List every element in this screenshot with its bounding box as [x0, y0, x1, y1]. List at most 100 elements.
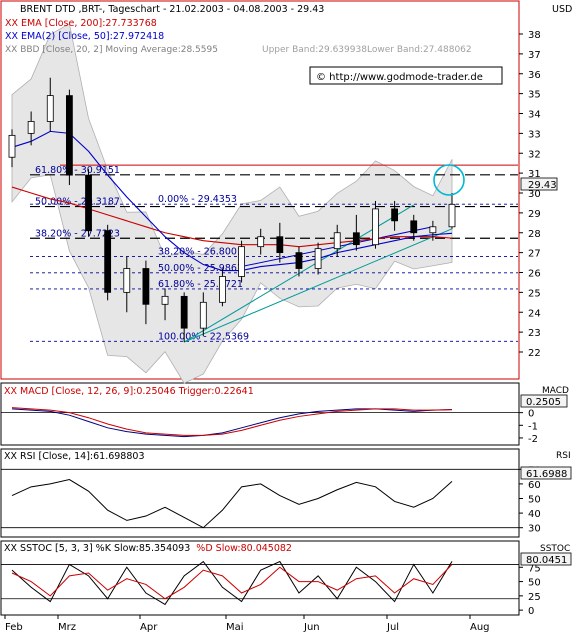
sstoc-tick-label: 25	[528, 592, 541, 603]
month-label: Aug	[470, 622, 490, 633]
fib-level-label: 38.20% - 27.7223	[35, 228, 120, 239]
candle-body	[448, 203, 456, 228]
price-tick-label: 22	[528, 348, 541, 359]
price-tick-label: 28	[528, 229, 541, 240]
price-tick-label: 32	[528, 149, 541, 160]
fib-level-label: 100.00% - 22.5369	[158, 331, 249, 342]
macd-tick-label: -1	[528, 421, 538, 432]
candle	[46, 77, 54, 132]
price-tick-label: 25	[528, 288, 541, 299]
candle-body	[295, 252, 303, 269]
price-tick-label: 38	[528, 30, 541, 41]
candle	[276, 222, 284, 263]
month-label: Jun	[303, 622, 320, 633]
macd-value-tag	[520, 394, 568, 408]
candle-body	[161, 295, 169, 305]
candle-body	[123, 268, 131, 293]
month-label: Apr	[140, 622, 158, 633]
month-label: Jul	[386, 622, 399, 633]
price-tick-label: 29	[528, 209, 541, 220]
candle	[333, 224, 341, 257]
macd-axis-title: MACD	[542, 386, 569, 396]
fib-level-label: 61.80% - 25.1721	[158, 279, 243, 290]
candle	[410, 214, 418, 241]
candle-body	[219, 276, 226, 303]
candle-body	[372, 208, 379, 246]
price-tick-label: 33	[528, 129, 541, 140]
sstoc-tick-label: 75	[528, 563, 541, 574]
candle-body	[65, 95, 73, 176]
candle	[238, 240, 245, 283]
rsi-series-line	[11, 478, 453, 529]
last-price-tag	[520, 177, 558, 191]
candle-body	[27, 121, 35, 134]
candle-body	[238, 246, 245, 277]
bollinger-band-layer	[11, 23, 453, 384]
candle-body	[352, 232, 360, 246]
sstoc-panel-frame	[0, 540, 520, 616]
candle	[8, 129, 16, 168]
rsi-tick-label: 40	[528, 509, 541, 520]
legend-lower-band: Lower Band:27.488062	[367, 45, 472, 55]
macd-title: XX MACD [Close, 12, 26, 9]:0.25046 Trigg…	[4, 386, 254, 397]
candle-body	[46, 95, 54, 122]
price-tick-label: 31	[528, 169, 541, 180]
candle	[448, 193, 456, 229]
macd-tick-label: -2	[528, 434, 538, 445]
candle-body	[391, 208, 399, 222]
macd-tick-label: 0	[528, 409, 534, 420]
watermark-box	[309, 66, 503, 85]
candle	[85, 169, 92, 237]
bollinger-band	[11, 23, 453, 384]
price-tick-label: 36	[528, 70, 541, 81]
highlight-circle	[433, 164, 465, 196]
candle	[429, 220, 437, 241]
fib-level-label: 50.00% - 25.9861	[158, 263, 243, 274]
fib-level-label: 61.80% - 30.9151	[35, 165, 120, 176]
macd-panel-frame	[0, 382, 520, 446]
candlestick-layer	[8, 77, 456, 343]
month-label: Mai	[226, 622, 244, 633]
rsi-tick-label: 60	[528, 480, 541, 491]
rsi-title: XX RSI [Close, 14]:61.698803	[4, 451, 144, 462]
sstoc-series-line	[11, 564, 453, 600]
candle-body	[429, 226, 437, 234]
candle-body	[276, 236, 284, 254]
candle	[65, 89, 73, 186]
fib-level-label: 38.20% - 26.8001	[158, 247, 243, 258]
indicator-layer: 0-1-270605040307550250	[1, 407, 541, 617]
price-tick-label: 24	[528, 308, 541, 319]
price-tick-label: 34	[528, 110, 541, 121]
legend-ema50: XX EMA(2) [Close, 50]:27.972418	[5, 31, 164, 42]
rsi-tick-label: 30	[528, 524, 541, 535]
price-tick-label: 35	[528, 90, 541, 101]
fib-level-label: 0.00% - 29.4353	[158, 194, 237, 205]
rsi-value-tag	[520, 466, 572, 480]
rsi-panel-frame	[0, 448, 520, 538]
candle	[142, 260, 150, 325]
candle-body	[333, 232, 341, 250]
candle	[104, 224, 112, 301]
macd-value-label: 0.2505	[526, 397, 561, 408]
price-tick-label: 23	[528, 328, 541, 339]
candle	[391, 200, 399, 231]
candle-body	[8, 134, 16, 158]
sstoc-tick-label: 50	[528, 578, 541, 589]
candle-body	[314, 248, 322, 269]
candle	[161, 288, 169, 321]
sstoc-value-label: 80.0451	[526, 555, 567, 566]
rsi-axis-title: RSI	[556, 451, 571, 461]
rsi-value-label: 61.6988	[526, 469, 567, 480]
legend-upper-band: Upper Band:29.639938	[262, 45, 367, 55]
sstoc-axis-title: SSTOC	[540, 544, 570, 554]
last-price-label: 29.43	[528, 180, 557, 191]
watermark-text[interactable]: © http://www.godmode-trader.de	[316, 72, 483, 83]
candle-body	[199, 301, 207, 329]
month-label: Mrz	[58, 622, 76, 633]
price-tick-label: 27	[528, 249, 541, 260]
legend-bbd: XX BBD [Close, 20, 2] Moving Average:28.…	[5, 45, 218, 55]
candle	[372, 200, 379, 249]
candle	[180, 292, 188, 343]
price-tick-label: 26	[528, 269, 541, 280]
